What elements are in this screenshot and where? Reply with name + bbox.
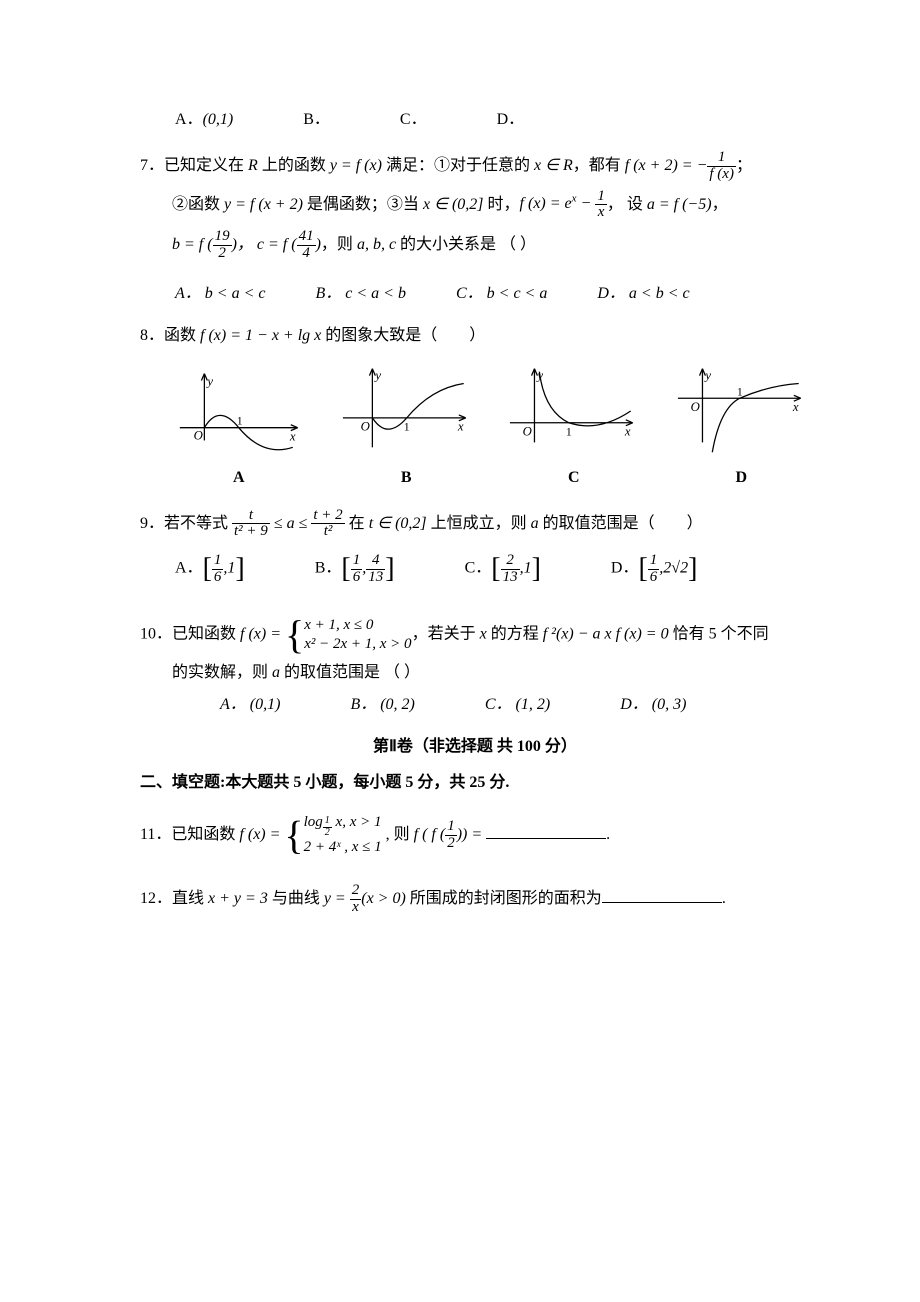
q6-optB: B． — [303, 108, 330, 132]
svg-text:1: 1 — [237, 414, 243, 427]
q8: 8．函数 f (x) = 1 − x + lg x 的图象大致是（ ） — [140, 324, 810, 348]
q10-optB: B． (0, 2) — [350, 693, 414, 717]
q7-options: A． b < a < c B． c < a < b C． b < c < a D… — [175, 282, 810, 306]
svg-text:O: O — [194, 428, 203, 442]
q6-optC: C． — [400, 108, 427, 132]
svg-text:O: O — [360, 419, 369, 433]
svg-text:x: x — [791, 399, 798, 413]
q8-graph-c: y x O 1 — [505, 363, 643, 458]
q6-optD: D． — [497, 108, 525, 132]
svg-text:x: x — [456, 419, 463, 433]
q8-label-c: C — [505, 466, 643, 490]
q9-optD: D．[16,2√2] — [611, 548, 698, 590]
q11: 11．已知函数 f (x) = {log12 x, x > 12 + 4ˣ , … — [140, 813, 810, 858]
svg-text:x: x — [289, 429, 296, 443]
q7-optD: D． a < b < c — [597, 282, 689, 306]
q8-label-a: A — [170, 466, 308, 490]
q6-optA: A．(0,1) — [175, 108, 233, 132]
svg-text:1: 1 — [403, 420, 409, 433]
q10: 10．已知函数 f (x) = {x + 1, x ≤ 0x² − 2x + 1… — [140, 615, 810, 655]
q7-line2: ②函数 y = f (x + 2) 是偶函数；③当 x ∈ (0,2] 时，f … — [172, 189, 810, 222]
q7-optA: A． b < a < c — [175, 282, 265, 306]
q8-label-d: D — [673, 466, 811, 490]
q12-blank — [602, 902, 722, 903]
svg-text:x: x — [624, 424, 631, 438]
q9-optC: C．[213,1] — [465, 548, 541, 590]
q9-optA: A．[16,1] — [175, 548, 245, 590]
q8-graph-d: y x O 1 — [673, 363, 811, 458]
q10-optA: A． (0,1) — [220, 693, 280, 717]
q9: 9．若不等式 tt² + 9 ≤ a ≤ t + 2t² 在 t ∈ (0,2]… — [140, 508, 810, 541]
svg-text:y: y — [535, 368, 543, 382]
q11-blank — [486, 838, 606, 839]
q7: 7．已知定义在 R 上的函数 y = f (x) 满足：①对于任意的 x ∈ R… — [140, 150, 810, 183]
svg-text:1: 1 — [736, 385, 742, 398]
q10-optC: C． (1, 2) — [485, 693, 550, 717]
q8-graphs: y x O 1 y x O 1 y x O 1 — [170, 363, 810, 458]
q9-options: A．[16,1] B．[16,413] C．[213,1] D．[16,2√2] — [175, 548, 810, 590]
svg-text:O: O — [523, 424, 532, 438]
q8-graph-b: y x O 1 — [338, 363, 476, 458]
part2-title: 第Ⅱ卷（非选择题 共 100 分） — [140, 735, 810, 759]
q7-optB: B． c < a < b — [315, 282, 405, 306]
svg-text:y: y — [373, 368, 381, 382]
svg-text:y: y — [205, 374, 213, 388]
q8-label-b: B — [338, 466, 476, 490]
q6-options: A．(0,1) B． C． D． — [175, 108, 810, 132]
q8-graph-a: y x O 1 — [170, 363, 308, 458]
q12: 12．直线 x + y = 3 与曲线 y = 2x(x > 0) 所围成的封闭… — [140, 883, 810, 916]
q9-optB: B．[16,413] — [315, 548, 395, 590]
svg-text:1: 1 — [566, 425, 572, 438]
q10-optD: D． (0, 3) — [620, 693, 686, 717]
q10-line2: 的实数解，则 a 的取值范围是 （ ） — [172, 661, 810, 685]
section-2: 二、填空题:本大题共 5 小题，每小题 5 分，共 25 分. — [140, 771, 810, 795]
q10-options: A． (0,1) B． (0, 2) C． (1, 2) D． (0, 3) — [220, 693, 810, 717]
svg-text:y: y — [703, 368, 711, 382]
q8-labels: A B C D — [170, 466, 810, 490]
svg-text:O: O — [690, 399, 699, 413]
q7-optC: C． b < c < a — [456, 282, 547, 306]
q7-line3: b = f (192)， c = f (414)，则 a, b, c 的大小关系… — [172, 229, 810, 262]
